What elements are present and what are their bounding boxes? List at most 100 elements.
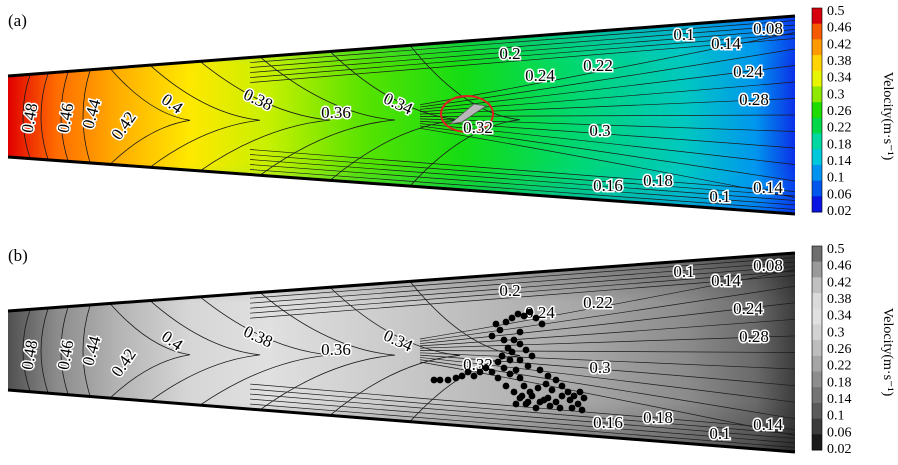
contour-label: 0.2 — [498, 43, 522, 65]
particle-point — [516, 356, 524, 364]
colorbar-a-swatches — [811, 7, 823, 213]
particle-point — [496, 326, 504, 334]
colorbar-swatch — [812, 133, 822, 150]
particle-point — [452, 374, 460, 382]
contour-lines-b — [22, 257, 795, 448]
contour-line — [249, 275, 795, 319]
particle-point — [518, 392, 526, 400]
contour-line — [419, 123, 795, 165]
colorbar-tick-label: 0.42 — [827, 275, 852, 290]
particle-point — [506, 356, 514, 364]
contour-line — [22, 74, 31, 159]
colorbar-swatch — [812, 8, 822, 25]
colorbar-tick-label: 0.06 — [827, 425, 852, 440]
colorbar-swatch — [812, 340, 822, 357]
contour-label-text: 0.18 — [643, 408, 673, 427]
particle-point — [542, 380, 550, 388]
contour-line — [249, 261, 795, 304]
colorbar-swatch — [812, 164, 822, 182]
colorbar-swatch — [812, 387, 822, 404]
particle-point — [556, 404, 564, 412]
contour-label: 0.22 — [582, 292, 615, 314]
colorbar-a-title: Velocity(m·s⁻¹) — [880, 72, 895, 161]
colorbar-b-swatches — [811, 245, 823, 451]
contour-line — [60, 71, 69, 161]
contour-label: 0.1 — [708, 423, 732, 445]
colorbar-swatch — [812, 324, 822, 341]
contour-label: 0.14 — [710, 270, 743, 292]
contour-label-text: 0.1 — [709, 424, 730, 443]
particle-streak — [448, 103, 488, 125]
colorbar-tick-label: 0.3 — [827, 325, 845, 340]
contour-label: 0.14 — [710, 33, 743, 55]
particle-point — [494, 358, 502, 366]
contour-line — [249, 33, 795, 78]
contour-label: 0.46 — [52, 337, 79, 373]
colorbar-swatch — [812, 308, 822, 325]
contour-line — [419, 335, 795, 349]
particle-point — [510, 336, 518, 344]
contour-label-text: 0.3 — [589, 358, 610, 377]
colorbar-swatch — [812, 196, 822, 213]
colorbar-swatch — [812, 246, 822, 263]
contour-line — [419, 285, 795, 342]
contour-line — [249, 24, 795, 68]
contour-line — [259, 56, 396, 176]
contour-label: 0.28 — [738, 89, 771, 111]
contour-label: 0.2 — [498, 280, 522, 302]
contour-label: 0.28 — [738, 326, 771, 348]
particle-point — [498, 352, 506, 360]
contour-label: 0.18 — [642, 170, 675, 192]
particle-point — [534, 384, 542, 392]
particle-point — [536, 366, 544, 374]
particle-point — [520, 312, 528, 320]
contour-line — [40, 308, 49, 393]
contour-label: 0.14 — [752, 177, 785, 199]
contour-label: 0.36 — [320, 339, 353, 361]
colorbar-tick-label: 0.38 — [827, 292, 852, 307]
contour-label: 0.1 — [672, 24, 696, 46]
particle-point — [508, 314, 516, 322]
particle-point — [500, 336, 508, 344]
contour-label: 0.08 — [752, 18, 785, 40]
contour-label: 0.14 — [752, 414, 785, 436]
contour-line — [419, 114, 795, 117]
particle-point — [548, 386, 556, 394]
contour-label-text: 0.28 — [739, 90, 769, 109]
particle-point — [488, 368, 496, 376]
particle-point — [510, 388, 518, 396]
particle-point — [502, 382, 510, 390]
colorbar-swatch — [812, 39, 822, 56]
colorbar-tick-label: 0.02 — [827, 442, 852, 457]
colorbar-tick-label: 0.46 — [827, 21, 852, 36]
particle-point — [532, 404, 540, 412]
colorbar-a: 0.5 0.460.42 0.38 0.340.3 0.26 0.220.18 0.14 0.… — [811, 4, 895, 219]
contour-label: 0.1 — [708, 186, 732, 208]
contour-line — [329, 286, 461, 416]
particle-point — [532, 314, 540, 322]
colorbar-b-ticks: 0.5 0.460.42 0.38 0.340.3 0.26 0.220.18 0.14 0.… — [827, 242, 852, 457]
contour-line — [419, 65, 795, 110]
contour-line — [249, 169, 795, 210]
contour-line — [249, 164, 795, 206]
colorbar-tick-label: 0.38 — [827, 54, 852, 69]
colorbar-swatch — [812, 418, 822, 435]
contour-label: 0.3 — [588, 120, 612, 142]
contour-label-text: 0.16 — [593, 176, 623, 195]
colorbar-tick-label: 0.5 — [827, 4, 845, 19]
contour-label: 0.22 — [582, 55, 615, 77]
contour-line — [249, 20, 795, 63]
colorbar-tick-label: 0.18 — [827, 375, 852, 390]
particle-point — [564, 388, 572, 396]
colorbar-tick-label: 0.18 — [827, 137, 852, 152]
particle-point — [502, 318, 510, 326]
colorbar-swatch — [812, 149, 822, 166]
particle-point — [512, 366, 520, 374]
particle-point — [506, 370, 514, 378]
contour-line — [249, 398, 795, 444]
contour-line — [249, 38, 795, 83]
contour-line — [199, 296, 331, 406]
colorbar-swatch — [812, 434, 822, 451]
contour-label-text: 0.46 — [54, 339, 78, 372]
